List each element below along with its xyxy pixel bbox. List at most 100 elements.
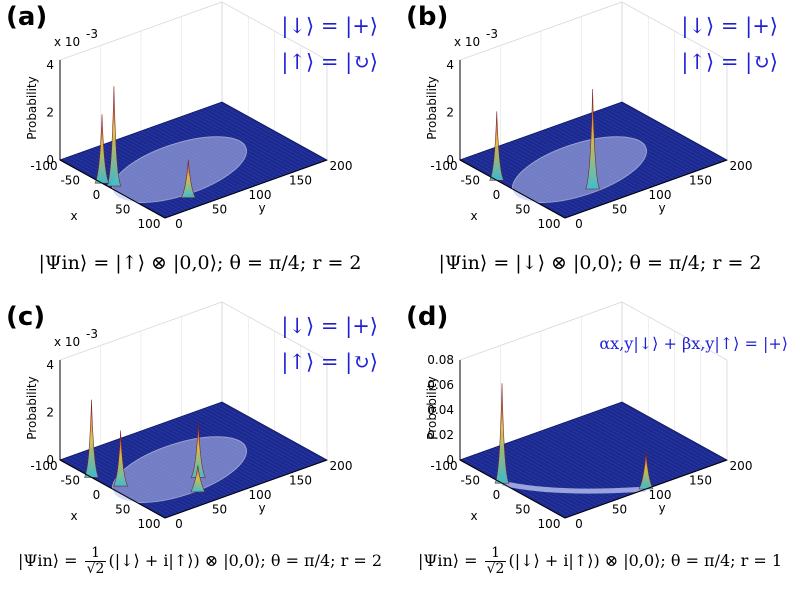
probability-peak <box>106 86 122 187</box>
z-tick-label: 0 <box>446 453 454 467</box>
surface-mesh-line <box>565 422 671 481</box>
x-tick-label: -100 <box>30 459 57 473</box>
surface-mesh-line <box>520 438 626 497</box>
panel-label-d: (d) <box>406 302 449 332</box>
wavefront-curve <box>501 480 647 494</box>
x-tick-label: -100 <box>30 159 57 173</box>
surface-mesh-line <box>516 439 622 498</box>
caption-d-frac-num: 1 <box>484 546 507 562</box>
legend-a-line2: |↑⟩ = |↻⟩ <box>281 50 378 74</box>
surface-mesh-line <box>593 411 699 471</box>
surface-mesh-line <box>217 103 324 162</box>
y-axis <box>164 159 328 219</box>
surface-mesh-line <box>585 414 691 474</box>
z-tick-label: 2 <box>446 106 454 120</box>
panel-label-a: (a) <box>6 2 48 32</box>
x-axis <box>59 459 166 519</box>
surface-mesh-line <box>217 403 324 462</box>
x-tick-label: 50 <box>515 203 530 217</box>
surface-mesh-line <box>213 404 320 464</box>
panel-label-b: (b) <box>406 2 449 32</box>
z-axis-title: Probability <box>25 76 39 139</box>
y-axis-title: y <box>258 201 265 215</box>
caption-c-frac-num: 1 <box>84 546 107 562</box>
y-tick-label: 0 <box>175 217 183 231</box>
wavefront-ring <box>511 136 648 203</box>
panel-label-c: (c) <box>6 302 46 332</box>
z-tick-label: 0.02 <box>427 428 454 442</box>
surface-mesh-line <box>488 449 594 509</box>
probability-peak <box>489 111 505 181</box>
x-tick-label: 0 <box>493 188 501 202</box>
caption-b: |Ψin⟩ = |↓⟩ ⊗ |0,0⟩; θ = π/4; r = 2 <box>438 252 762 274</box>
surface-mesh-line <box>213 104 320 164</box>
x-tick-label: -100 <box>430 159 457 173</box>
y-axis-title: y <box>658 501 665 515</box>
probability-peak <box>180 159 196 198</box>
surface-mesh-line <box>197 410 303 469</box>
surface-mesh-line <box>605 407 711 467</box>
z-tick-label: 2 <box>46 106 54 120</box>
z-scale-exponent: -3 <box>486 27 498 41</box>
probability-peak <box>84 399 99 478</box>
z-tick-label: 0 <box>446 153 454 167</box>
surface-mesh-line <box>613 404 720 464</box>
surface-mesh-line <box>601 109 707 168</box>
caption-d-prefix: |Ψin⟩ = <box>417 551 483 570</box>
z-tick-label: 0 <box>46 453 54 467</box>
y-tick-label: 150 <box>289 474 312 488</box>
x-axis-title: x <box>70 509 77 523</box>
surface-mesh-line <box>209 106 315 165</box>
y-tick-label: 150 <box>689 174 712 188</box>
x-axis-title: x <box>470 209 477 223</box>
y-tick-label: 100 <box>249 488 272 502</box>
z-tick-label: 4 <box>46 58 54 72</box>
z-scale-exponent: -3 <box>86 327 98 341</box>
probability-peak <box>113 430 129 487</box>
y-axis-title: y <box>258 501 265 515</box>
surface-mesh-line <box>532 433 639 493</box>
y-tick-label: 100 <box>649 188 672 202</box>
surface-mesh-line <box>201 109 307 168</box>
y-tick-label: 100 <box>649 488 672 502</box>
y-tick-label: 150 <box>689 474 712 488</box>
y-tick-label: 50 <box>612 203 627 217</box>
caption-c: |Ψin⟩ = 1 √2 (|↓⟩ + i|↑⟩) ⊗ |0,0⟩; θ = π/4… <box>0 546 400 577</box>
surface-mesh-line <box>209 406 315 465</box>
x-tick-label: 0 <box>93 488 101 502</box>
panel-a: 4 2 0 -100 -50 0 50 100 0 50 100 150 200 Probability x… <box>0 0 400 300</box>
x-tick-label: 50 <box>115 203 130 217</box>
x-axis <box>59 159 166 219</box>
x-tick-label: 0 <box>493 488 501 502</box>
y-tick-label: 0 <box>575 517 583 531</box>
x-tick-label: 50 <box>515 503 530 517</box>
surface-mesh-line <box>593 111 699 171</box>
caption-d: |Ψin⟩ = 1 √2 (|↓⟩ + i|↑⟩) ⊗ |0,0⟩; θ = π/4… <box>400 546 800 577</box>
z-tick-label: 0 <box>46 153 54 167</box>
surface-mesh-line <box>609 406 715 465</box>
surface-mesh-line <box>476 453 582 513</box>
y-tick-label: 100 <box>249 188 272 202</box>
z-tick-label: 0.08 <box>427 353 454 367</box>
panel-d: 0.08 0.06 0.04 0.02 0 -100 -50 0 50 100 0 50 100 150 2… <box>400 300 800 600</box>
caption-d-frac-den: √2 <box>486 561 505 577</box>
x-tick-label: 100 <box>538 517 561 531</box>
x-tick-label: -50 <box>60 174 80 188</box>
surface-mesh-line <box>193 411 299 471</box>
x-tick-label: 100 <box>138 517 161 531</box>
y-tick-label: 50 <box>212 203 227 217</box>
caption-c-frac-den: √2 <box>86 561 105 577</box>
legend-c-line1: |↓⟩ = |+⟩ <box>281 314 378 338</box>
caption-a: |Ψin⟩ = |↑⟩ ⊗ |0,0⟩; θ = π/4; r = 2 <box>38 252 362 274</box>
surface-mesh-line <box>197 110 303 169</box>
surface-mesh-line <box>609 106 715 165</box>
x-tick-label: 100 <box>538 217 561 231</box>
probability-peak <box>585 88 601 190</box>
z-tick-label: 2 <box>46 406 54 420</box>
y-tick-label: 150 <box>289 174 312 188</box>
surface-mesh-line <box>472 455 578 514</box>
y-tick-label: 0 <box>175 517 183 531</box>
